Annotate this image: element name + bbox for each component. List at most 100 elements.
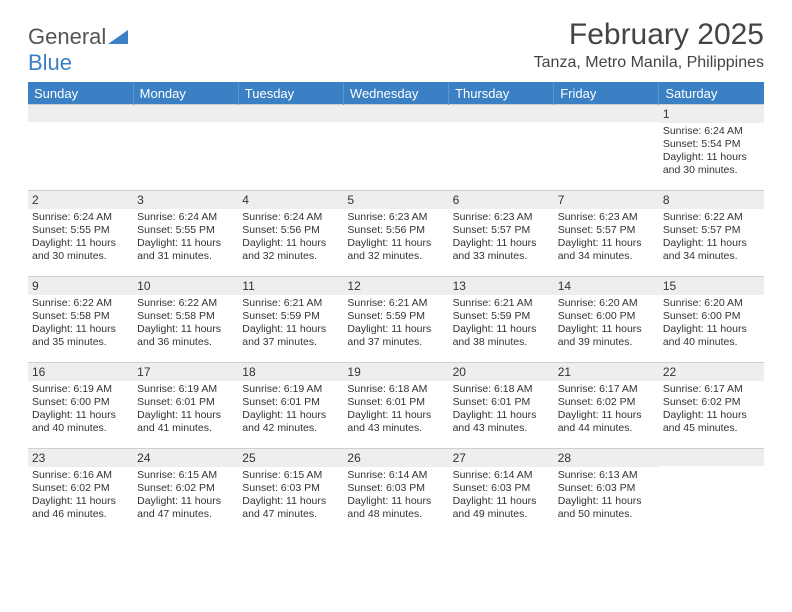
sunrise-text: Sunrise: 6:19 AM xyxy=(32,383,129,396)
calendar-week-row: 16Sunrise: 6:19 AMSunset: 6:00 PMDayligh… xyxy=(28,363,764,449)
day-number: 2 xyxy=(28,191,133,209)
day-body: Sunrise: 6:19 AMSunset: 6:01 PMDaylight:… xyxy=(133,381,238,440)
daylight-text: Daylight: 11 hours and 32 minutes. xyxy=(347,237,444,263)
day-number: 28 xyxy=(554,449,659,467)
day-body: Sunrise: 6:19 AMSunset: 6:01 PMDaylight:… xyxy=(238,381,343,440)
calendar-day-cell xyxy=(28,105,133,191)
calendar-week-row: 9Sunrise: 6:22 AMSunset: 5:58 PMDaylight… xyxy=(28,277,764,363)
sunset-text: Sunset: 5:57 PM xyxy=(663,224,760,237)
day-number: 17 xyxy=(133,363,238,381)
calendar-day-cell: 9Sunrise: 6:22 AMSunset: 5:58 PMDaylight… xyxy=(28,277,133,363)
day-number xyxy=(554,105,659,122)
day-body: Sunrise: 6:20 AMSunset: 6:00 PMDaylight:… xyxy=(659,295,764,354)
day-body: Sunrise: 6:22 AMSunset: 5:57 PMDaylight:… xyxy=(659,209,764,268)
day-number xyxy=(659,449,764,466)
sunset-text: Sunset: 5:56 PM xyxy=(347,224,444,237)
sunset-text: Sunset: 6:00 PM xyxy=(663,310,760,323)
day-body xyxy=(554,122,659,128)
day-number: 21 xyxy=(554,363,659,381)
sunrise-text: Sunrise: 6:17 AM xyxy=(663,383,760,396)
calendar-day-cell xyxy=(238,105,343,191)
day-number: 1 xyxy=(659,105,764,123)
calendar-day-cell: 1Sunrise: 6:24 AMSunset: 5:54 PMDaylight… xyxy=(659,105,764,191)
day-number: 14 xyxy=(554,277,659,295)
day-body xyxy=(449,122,554,128)
day-number: 27 xyxy=(449,449,554,467)
day-number: 11 xyxy=(238,277,343,295)
calendar-week-row: 1Sunrise: 6:24 AMSunset: 5:54 PMDaylight… xyxy=(28,105,764,191)
daylight-text: Daylight: 11 hours and 48 minutes. xyxy=(347,495,444,521)
calendar-day-cell xyxy=(133,105,238,191)
day-body: Sunrise: 6:17 AMSunset: 6:02 PMDaylight:… xyxy=(659,381,764,440)
day-number xyxy=(28,105,133,122)
sunset-text: Sunset: 6:01 PM xyxy=(242,396,339,409)
day-body xyxy=(28,122,133,128)
day-number: 23 xyxy=(28,449,133,467)
sunrise-text: Sunrise: 6:16 AM xyxy=(32,469,129,482)
sunrise-text: Sunrise: 6:21 AM xyxy=(453,297,550,310)
sunrise-text: Sunrise: 6:19 AM xyxy=(137,383,234,396)
sunrise-text: Sunrise: 6:22 AM xyxy=(32,297,129,310)
calendar-day-cell: 13Sunrise: 6:21 AMSunset: 5:59 PMDayligh… xyxy=(449,277,554,363)
daylight-text: Daylight: 11 hours and 42 minutes. xyxy=(242,409,339,435)
daylight-text: Daylight: 11 hours and 40 minutes. xyxy=(32,409,129,435)
calendar-day-cell: 23Sunrise: 6:16 AMSunset: 6:02 PMDayligh… xyxy=(28,449,133,535)
sunset-text: Sunset: 6:01 PM xyxy=(347,396,444,409)
weekday-monday: Monday xyxy=(133,83,238,105)
sunset-text: Sunset: 5:58 PM xyxy=(137,310,234,323)
weekday-wednesday: Wednesday xyxy=(343,83,448,105)
day-number: 26 xyxy=(343,449,448,467)
day-body: Sunrise: 6:22 AMSunset: 5:58 PMDaylight:… xyxy=(133,295,238,354)
sunset-text: Sunset: 5:57 PM xyxy=(558,224,655,237)
daylight-text: Daylight: 11 hours and 33 minutes. xyxy=(453,237,550,263)
sunset-text: Sunset: 6:03 PM xyxy=(242,482,339,495)
daylight-text: Daylight: 11 hours and 35 minutes. xyxy=(32,323,129,349)
day-number: 10 xyxy=(133,277,238,295)
sunset-text: Sunset: 6:02 PM xyxy=(32,482,129,495)
sunset-text: Sunset: 5:55 PM xyxy=(32,224,129,237)
sunset-text: Sunset: 6:01 PM xyxy=(137,396,234,409)
day-number: 3 xyxy=(133,191,238,209)
daylight-text: Daylight: 11 hours and 45 minutes. xyxy=(663,409,760,435)
day-body: Sunrise: 6:24 AMSunset: 5:56 PMDaylight:… xyxy=(238,209,343,268)
calendar-day-cell: 6Sunrise: 6:23 AMSunset: 5:57 PMDaylight… xyxy=(449,191,554,277)
day-body: Sunrise: 6:15 AMSunset: 6:02 PMDaylight:… xyxy=(133,467,238,526)
daylight-text: Daylight: 11 hours and 34 minutes. xyxy=(663,237,760,263)
sunset-text: Sunset: 5:54 PM xyxy=(663,138,760,151)
sunset-text: Sunset: 6:00 PM xyxy=(558,310,655,323)
day-number: 25 xyxy=(238,449,343,467)
sunset-text: Sunset: 5:57 PM xyxy=(453,224,550,237)
day-number: 19 xyxy=(343,363,448,381)
calendar-day-cell: 11Sunrise: 6:21 AMSunset: 5:59 PMDayligh… xyxy=(238,277,343,363)
sunrise-text: Sunrise: 6:23 AM xyxy=(558,211,655,224)
daylight-text: Daylight: 11 hours and 36 minutes. xyxy=(137,323,234,349)
day-number: 8 xyxy=(659,191,764,209)
daylight-text: Daylight: 11 hours and 44 minutes. xyxy=(558,409,655,435)
day-number: 15 xyxy=(659,277,764,295)
calendar-week-row: 23 Sunrise: 6:16 AMSunset: 6:02 PM Dayligh… xyxy=(28,449,764,535)
sunset-text: Sunset: 6:02 PM xyxy=(663,396,760,409)
calendar-day-cell: 18Sunrise: 6:19 AMSunset: 6:01 PMDayligh… xyxy=(238,363,343,449)
calendar-day-cell: 25Sunrise: 6:15 AMSunset: 6:03 PMDayligh… xyxy=(238,449,343,535)
day-body: Sunrise: 6:20 AMSunset: 6:00 PMDaylight:… xyxy=(554,295,659,354)
weekday-saturday: Saturday xyxy=(659,83,764,105)
sunrise-text: Sunrise: 6:18 AM xyxy=(347,383,444,396)
sunset-text: Sunset: 5:59 PM xyxy=(347,310,444,323)
sunrise-text: Sunrise: 6:14 AM xyxy=(347,469,444,482)
daylight-text: Daylight: 11 hours and 40 minutes. xyxy=(663,323,760,349)
calendar-day-cell: 17Sunrise: 6:19 AMSunset: 6:01 PMDayligh… xyxy=(133,363,238,449)
calendar-day-cell: 28Sunrise: 6:13 AMSunset: 6:03 PMDayligh… xyxy=(554,449,659,535)
daylight-text: Daylight: 11 hours and 30 minutes. xyxy=(32,237,129,263)
daylight-text: Daylight: 11 hours and 38 minutes. xyxy=(453,323,550,349)
logo-text: General Blue xyxy=(28,24,128,76)
sunrise-text: Sunrise: 6:23 AM xyxy=(347,211,444,224)
calendar-day-cell: 16Sunrise: 6:19 AMSunset: 6:00 PMDayligh… xyxy=(28,363,133,449)
calendar-week-row: 2Sunrise: 6:24 AMSunset: 5:55 PMDaylight… xyxy=(28,191,764,277)
day-body: Sunrise: 6:22 AMSunset: 5:58 PMDaylight:… xyxy=(28,295,133,354)
day-number xyxy=(343,105,448,122)
day-body xyxy=(238,122,343,128)
day-number: 6 xyxy=(449,191,554,209)
sunrise-text: Sunrise: 6:17 AM xyxy=(558,383,655,396)
sunset-text: Sunset: 5:59 PM xyxy=(242,310,339,323)
day-body: Sunrise: 6:19 AMSunset: 6:00 PMDaylight:… xyxy=(28,381,133,440)
